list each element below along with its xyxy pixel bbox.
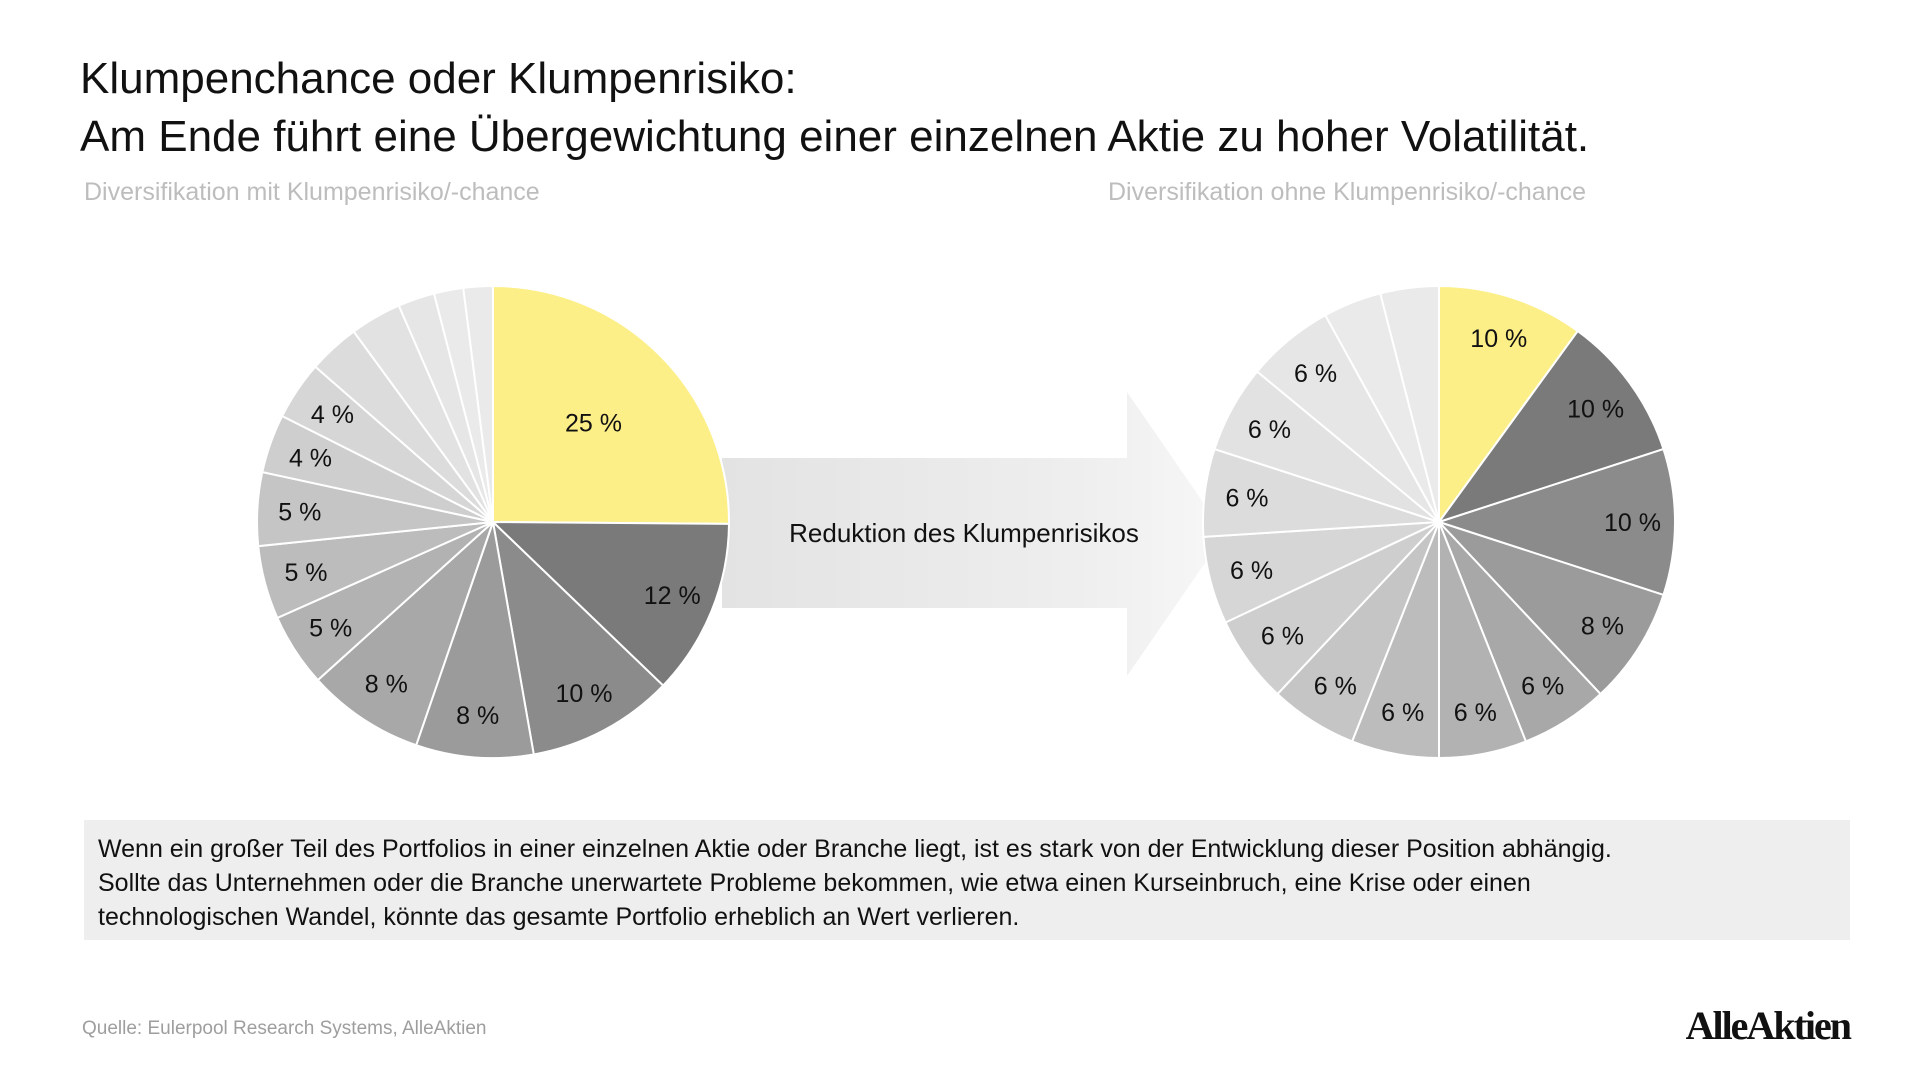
pie-1-label-6: 5 % bbox=[309, 614, 352, 642]
pie-2-label-8: 6 % bbox=[1314, 672, 1357, 700]
explanation-line-1: Wenn ein großer Teil des Portfolios in e… bbox=[98, 835, 1612, 863]
pie-1-label-2: 12 % bbox=[644, 582, 701, 610]
explanation-line-2: Sollte das Unternehmen oder die Branche … bbox=[98, 869, 1531, 897]
pie-1-slice-5 bbox=[316, 521, 494, 747]
explanation-line-3: technologischen Wandel, könnte das gesam… bbox=[98, 903, 1020, 931]
pie-2-slice-15 bbox=[1379, 284, 1440, 523]
title-line-1: Klumpenchance oder Klumpenrisiko: bbox=[80, 54, 797, 103]
pie-with-cluster-risk: 25 % 12 % 10 % 8 % 8 % 5 % 5 % 5 % 4 % 4 % bbox=[256, 284, 730, 759]
pie-1-label-8: 5 % bbox=[278, 498, 321, 526]
right-pie-title: Diversifikation ohne Klumpenrisiko/-chan… bbox=[1108, 178, 1587, 206]
pie-2-label-13: 6 % bbox=[1294, 360, 1337, 388]
pie-without-cluster-risk: 10 %10 %10 %8 %6 %6 %6 %6 %6 %6 %6 %6 %6… bbox=[1202, 284, 1677, 760]
title-line-2: Am Ende führt eine Übergewichtung einer … bbox=[80, 112, 1590, 161]
pie-2-label-6: 6 % bbox=[1454, 699, 1497, 727]
reduction-arrow-label: Reduktion des Klumpenrisikos bbox=[789, 518, 1139, 548]
explanation-box: Wenn ein großer Teil des Portfolios in e… bbox=[84, 820, 1850, 940]
pie-1-slice-2 bbox=[490, 520, 730, 687]
pie-1-label-3: 10 % bbox=[556, 680, 613, 708]
pie-2-slice-3 bbox=[1435, 447, 1677, 597]
source-note: Quelle: Eulerpool Research Systems, Alle… bbox=[82, 1018, 487, 1039]
pie-1-slice-4 bbox=[414, 521, 535, 759]
pie-1-slice-1 bbox=[492, 284, 730, 525]
pie-2-label-7: 6 % bbox=[1381, 699, 1424, 727]
pie-2-label-9: 6 % bbox=[1261, 623, 1304, 651]
pie-2-label-10: 6 % bbox=[1230, 557, 1273, 585]
alleaktien-logo: AlleAktien bbox=[1685, 1003, 1852, 1048]
pie-2-label-12: 6 % bbox=[1248, 416, 1291, 444]
pie-1-label-4: 8 % bbox=[456, 702, 499, 730]
pie-2-label-2: 10 % bbox=[1567, 395, 1624, 423]
pie-1-label-7: 5 % bbox=[284, 559, 327, 587]
left-pie-title: Diversifikation mit Klumpenrisiko/-chanc… bbox=[84, 178, 540, 206]
pie-1-label-1: 25 % bbox=[565, 409, 622, 437]
pie-1-label-10: 4 % bbox=[311, 401, 354, 429]
reduction-arrow bbox=[722, 392, 1225, 676]
pie-2-label-3: 10 % bbox=[1604, 509, 1661, 537]
chart-title: Klumpenchance oder Klumpenrisiko: Am End… bbox=[80, 50, 1860, 166]
pie-1-slice-3 bbox=[491, 519, 665, 756]
pie-1-label-9: 4 % bbox=[289, 445, 332, 473]
pie-2-label-11: 6 % bbox=[1225, 485, 1268, 513]
pie-2-slice-4 bbox=[1438, 521, 1665, 696]
pie-2-label-5: 6 % bbox=[1521, 672, 1564, 700]
pie-2-slice-1 bbox=[1438, 284, 1580, 526]
pie-2-slice-2 bbox=[1436, 329, 1665, 524]
pie-1-slice-15 bbox=[462, 284, 494, 523]
pie-2-label-4: 8 % bbox=[1581, 613, 1624, 641]
pie-2-label-1: 10 % bbox=[1470, 325, 1527, 353]
pie-1-label-5: 8 % bbox=[365, 670, 408, 698]
